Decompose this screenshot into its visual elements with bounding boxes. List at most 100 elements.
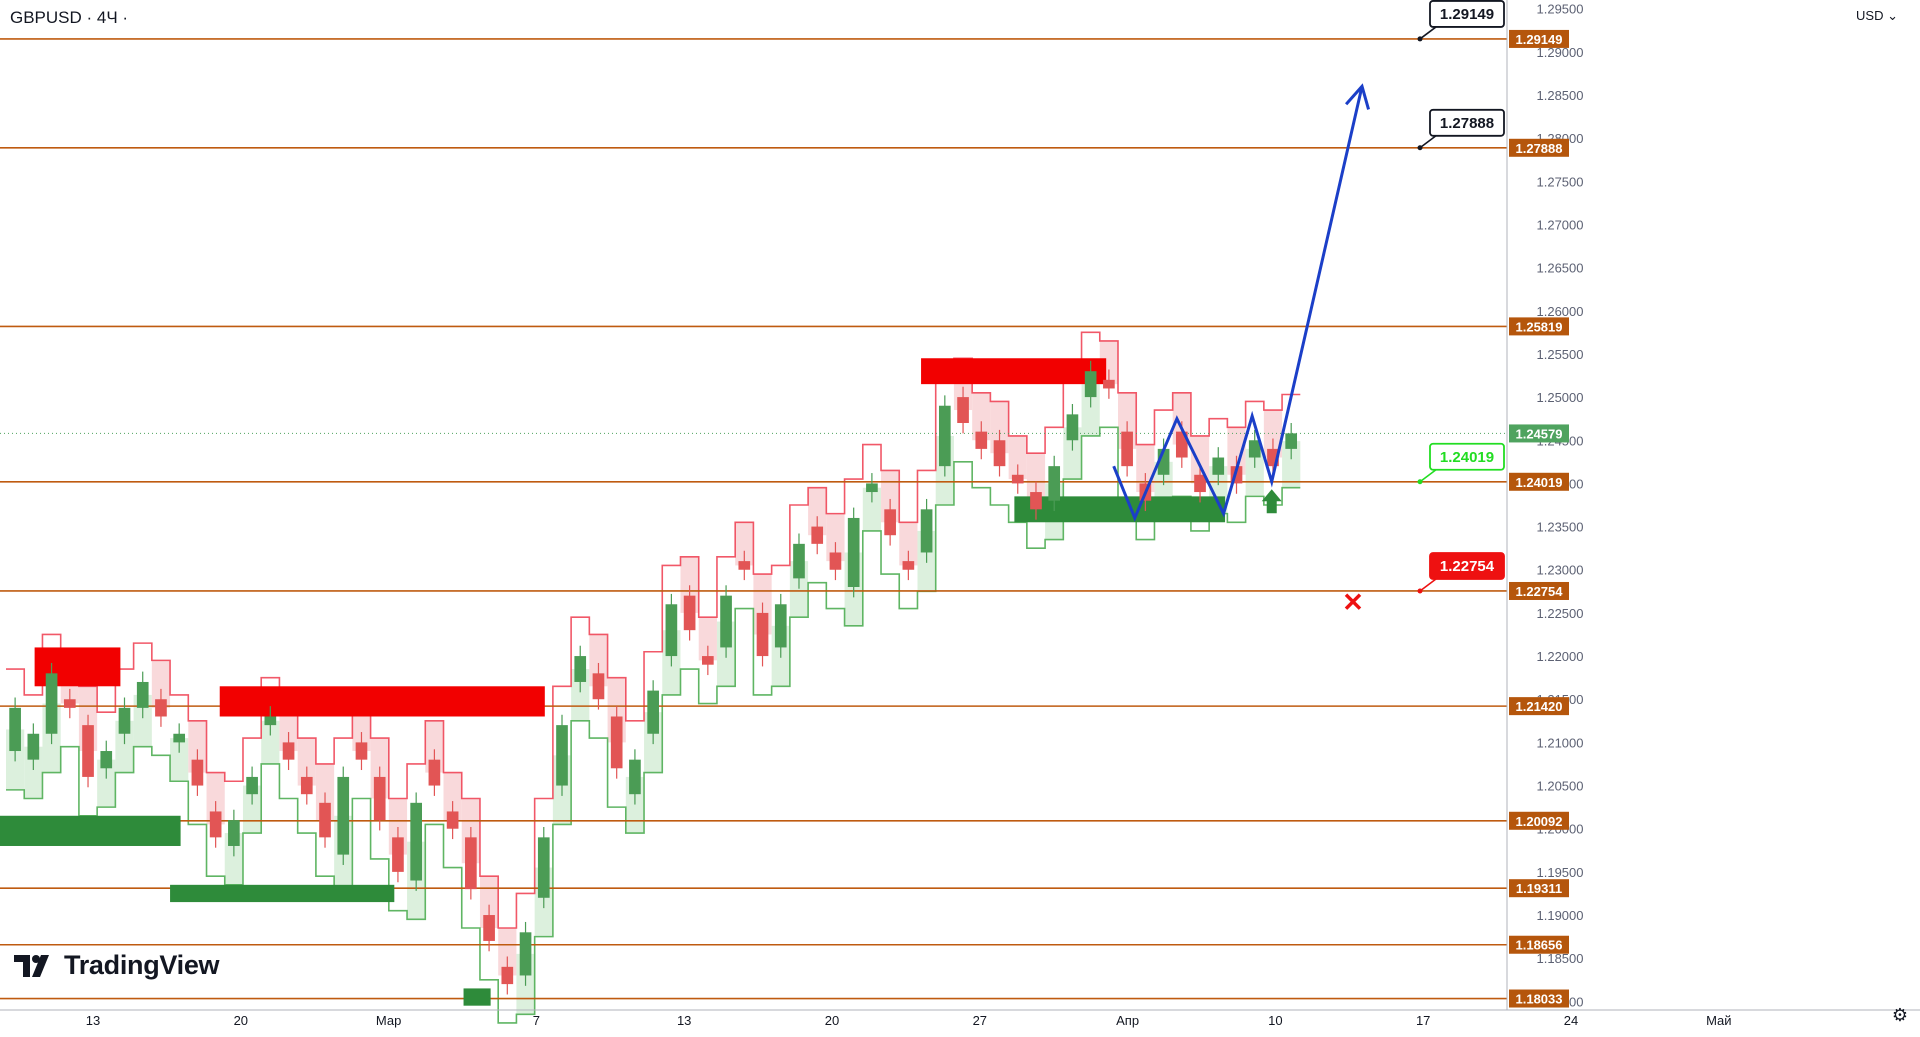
- level-tag-label-9: 1.18033: [1516, 992, 1563, 1007]
- candle-body: [647, 690, 659, 734]
- callout-leader-1: [1419, 135, 1437, 149]
- candle-body: [63, 699, 76, 708]
- bear-cloud-segment: [1026, 453, 1046, 501]
- bear-cloud-segment: [425, 720, 444, 773]
- candle-body: [209, 811, 222, 838]
- symbol-title[interactable]: GBPUSD · 4Ч ·: [10, 8, 129, 27]
- candle-body: [264, 716, 277, 726]
- demand-zone-0: [0, 815, 181, 846]
- level-tag-bg-6: [1509, 811, 1569, 830]
- candle-body: [793, 543, 805, 579]
- price-tick-label: 1.26500: [1537, 261, 1584, 276]
- candle-body: [610, 716, 623, 769]
- callout-leader-2: [1419, 469, 1437, 483]
- candle-body: [811, 526, 824, 544]
- price-tick-label: 1.22000: [1537, 649, 1584, 664]
- callout-anchor-3: [1417, 588, 1423, 594]
- callout-anchor-1: [1417, 145, 1423, 151]
- candle-body: [155, 699, 167, 717]
- level-tag-label-6: 1.20092: [1516, 814, 1563, 829]
- candle-body: [1121, 431, 1133, 467]
- time-tick-label: 24: [1564, 1013, 1578, 1028]
- tradingview-logo: TradingView: [14, 950, 220, 981]
- price-tick-label: 1.27000: [1537, 217, 1584, 232]
- gear-icon[interactable]: ⚙: [1891, 1005, 1908, 1025]
- bear-cloud-segment: [698, 617, 717, 661]
- candle-body: [920, 509, 933, 553]
- callout-label-0: 1.29149: [1440, 6, 1494, 23]
- buy-arrow-icon: [1261, 489, 1282, 514]
- bear-cloud-segment: [1008, 435, 1027, 480]
- candle-body: [428, 759, 441, 786]
- bear-cloud-segment: [297, 738, 316, 786]
- time-tick-label: Мар: [376, 1013, 401, 1028]
- bear-cloud-segment: [188, 720, 207, 773]
- level-tag-label-4: 1.22754: [1516, 584, 1564, 599]
- bear-cloud-segment: [881, 470, 900, 523]
- bear-cloud-segment: [735, 522, 754, 566]
- price-tick-label: 1.28500: [1537, 88, 1584, 103]
- bear-cloud-segment: [151, 660, 171, 708]
- bear-cloud-segment: [443, 772, 462, 821]
- tradingview-logo-icon: [14, 954, 49, 977]
- stop-cross-icon: [1344, 593, 1362, 610]
- last-price-tag-bg: [1509, 424, 1569, 443]
- bear-cloud-segment: [206, 772, 225, 825]
- bull-cloud-segment: [97, 759, 116, 808]
- level-tag-bg-4: [1509, 581, 1569, 600]
- time-tick-label: 20: [825, 1013, 839, 1028]
- level-tag-label-0: 1.29149: [1516, 32, 1563, 47]
- candle-body: [373, 776, 386, 821]
- callout-label-2: 1.24019: [1440, 449, 1494, 466]
- candle-body: [45, 673, 58, 734]
- candle-body: [902, 561, 915, 570]
- candle-body: [319, 802, 331, 838]
- price-tick-label: 1.22500: [1537, 606, 1584, 621]
- projection-layer: [1112, 83, 1370, 610]
- candle-body: [975, 431, 988, 449]
- price-tick-label: 1.26000: [1537, 304, 1584, 319]
- callout-box-1: [1429, 108, 1505, 137]
- candles-layer: [9, 360, 1298, 995]
- candle-body: [501, 966, 514, 985]
- level-tag-bg-8: [1509, 935, 1569, 954]
- candle-body: [9, 707, 21, 752]
- candle-body: [1066, 414, 1079, 441]
- candle-body: [519, 932, 532, 976]
- candle-body: [1011, 474, 1024, 484]
- price-axis-bg: [1507, 0, 1920, 1032]
- level-tag-label-7: 1.19311: [1516, 881, 1562, 896]
- candle-body: [483, 915, 495, 941]
- level-tag-label-8: 1.18656: [1516, 938, 1563, 953]
- currency-selector[interactable]: USD ⌄: [1856, 8, 1898, 23]
- candle-body: [1175, 431, 1188, 458]
- projection-path: [1112, 85, 1364, 522]
- candle-body: [537, 837, 550, 898]
- supply-zone-1: [219, 686, 545, 717]
- bull-cloud-segment: [1282, 441, 1301, 488]
- candle-body: [246, 776, 258, 795]
- callout-leader-3: [1419, 578, 1437, 592]
- time-tick-label: 7: [533, 1013, 540, 1028]
- demand-zone-2: [463, 988, 491, 1006]
- time-tick-label: 27: [973, 1013, 987, 1028]
- bear-cloud-segment: [808, 487, 827, 536]
- level-tag-label-1: 1.27888: [1516, 141, 1563, 156]
- level-tag-bg-5: [1509, 697, 1569, 716]
- bull-cloud-segment: [1245, 448, 1264, 497]
- price-tick-label: 1.18500: [1537, 951, 1584, 966]
- candle-body: [173, 733, 186, 743]
- callout-label-3: 1.22754: [1440, 558, 1495, 575]
- price-tick-label: 1.27500: [1537, 174, 1584, 189]
- candle-body: [465, 837, 477, 890]
- candle-body: [27, 733, 40, 760]
- candle-body: [938, 405, 951, 467]
- bear-cloud-segment: [1227, 427, 1246, 475]
- callouts-layer: 1.29149 1.27888 1.24019 1.22754: [1417, 0, 1505, 594]
- candle-body: [136, 681, 149, 708]
- candle-body: [300, 776, 313, 795]
- level-tag-label-5: 1.21420: [1516, 699, 1563, 714]
- candle-body: [446, 811, 459, 829]
